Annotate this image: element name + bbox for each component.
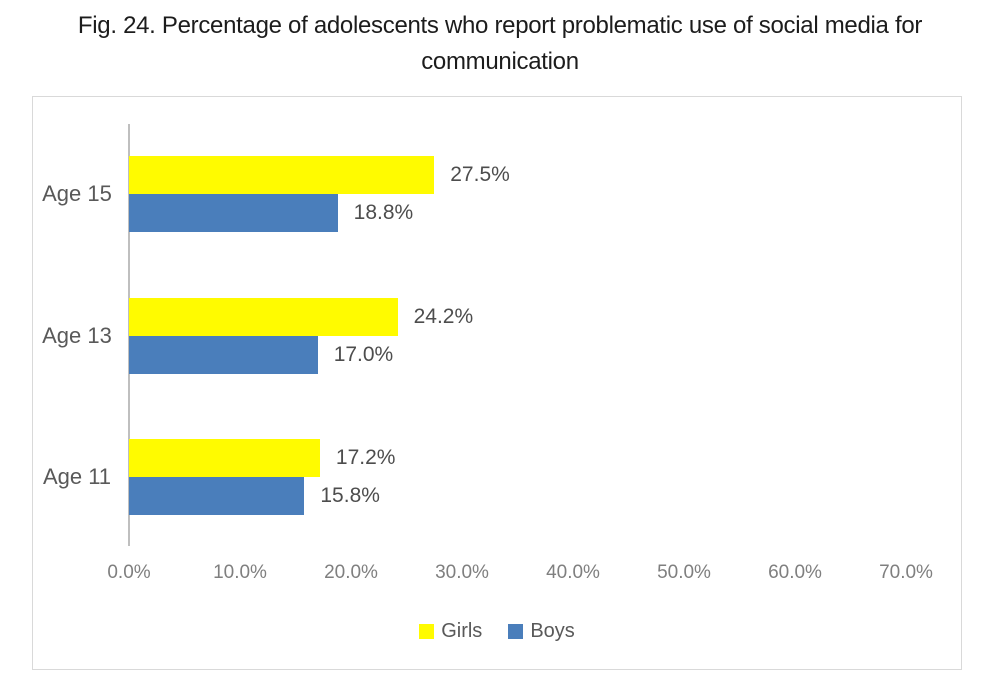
bar-girls-age-15 <box>129 156 435 194</box>
bar-boys-age-13 <box>129 335 318 374</box>
chart-legend: Girls Boys <box>33 619 961 643</box>
x-tick-label: 50.0% <box>657 562 711 583</box>
x-tick-label: 70.0% <box>879 562 933 583</box>
bar-boys-age-15 <box>129 194 338 232</box>
bar-girls-age-11 <box>129 439 320 477</box>
chart-area: Girls Boys Age 15 27.5% 18.8% Age 13 24.2% 17.… <box>32 96 962 670</box>
legend-label: Girls <box>441 620 483 642</box>
data-label: 15.8% <box>320 484 380 507</box>
data-label: 17.0% <box>333 342 394 366</box>
data-label: 18.8% <box>353 201 414 224</box>
bar-girls-age-13 <box>129 297 398 336</box>
data-label: 17.2% <box>335 446 396 469</box>
legend-swatch-boys <box>508 623 524 639</box>
x-tick-label: 30.0% <box>435 562 489 583</box>
bar-boys-age-11 <box>129 477 305 515</box>
x-tick-label: 60.0% <box>768 562 822 583</box>
x-tick-label: 0.0% <box>107 562 151 583</box>
legend-label: Boys <box>530 620 575 642</box>
data-label: 24.2% <box>413 304 474 328</box>
legend-entry-boys: Boys <box>508 619 575 643</box>
data-label: 27.5% <box>450 163 510 186</box>
category-label: Age 13 <box>42 322 112 348</box>
figure-title: Fig. 24. Percentage of adolescents who r… <box>77 12 923 75</box>
x-tick-label: 20.0% <box>324 562 378 583</box>
x-tick-label: 10.0% <box>213 562 267 583</box>
legend-entry-girls: Girls <box>419 619 482 643</box>
legend-swatch-girls <box>419 623 435 639</box>
x-tick-label: 40.0% <box>546 562 600 583</box>
category-label: Age 11 <box>42 464 112 489</box>
category-label: Age 15 <box>42 181 112 206</box>
